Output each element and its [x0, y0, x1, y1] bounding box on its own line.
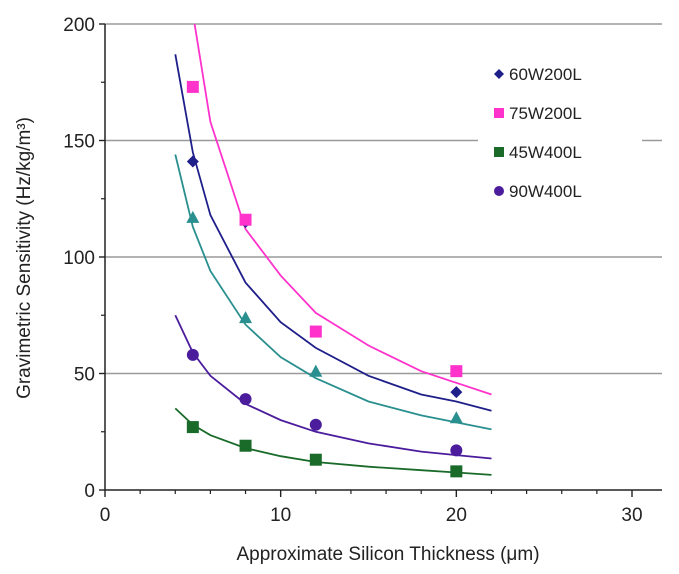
x-axis-title: Approximate Silicon Thickness (μm): [236, 544, 539, 565]
fit-curve-75W200L: [193, 23, 492, 396]
data-point-45W400L: [309, 453, 322, 466]
data-point-45W400L: [450, 465, 463, 478]
fit-curve-45W400L: [174, 407, 492, 476]
legend-label-90W400L: 90W400L: [509, 182, 582, 201]
data-point-series-4: [186, 210, 200, 223]
fit-curve-90W400L: [174, 314, 492, 460]
legend-marker-90W400L: [494, 186, 504, 196]
data-point-90W400L: [450, 444, 463, 457]
data-point-60W200L: [186, 155, 199, 168]
data-points: [186, 80, 463, 478]
y-tick-label-0: 0: [84, 481, 95, 502]
legend-marker-45W400L: [494, 147, 504, 157]
legend-label-75W200L: 75W200L: [509, 104, 582, 123]
legend-marker-60W200L: [494, 69, 504, 79]
x-tick-label-0: 0: [100, 505, 111, 526]
data-point-series-4: [449, 411, 463, 424]
data-point-45W400L: [186, 421, 199, 434]
grid-lines: [105, 23, 662, 375]
data-point-75W200L: [450, 365, 463, 378]
fit-curve-series-4: [174, 154, 492, 431]
data-point-60W200L: [450, 386, 463, 399]
data-point-series-4: [239, 311, 253, 324]
legend-marker-75W200L: [494, 108, 504, 118]
legend-label-60W200L: 60W200L: [509, 65, 582, 84]
legend-bg: [478, 60, 642, 88]
x-tick-label-30: 30: [621, 505, 642, 526]
data-point-75W200L: [309, 325, 322, 338]
fit-curves: [174, 23, 492, 476]
data-point-90W400L: [186, 348, 199, 361]
y-tick-label-50: 50: [74, 365, 95, 386]
y-tick-label-150: 150: [63, 132, 95, 153]
y-tick-label-200: 200: [63, 15, 95, 36]
data-point-75W200L: [186, 80, 199, 93]
legend-label-45W400L: 45W400L: [509, 143, 582, 162]
x-tick-label-20: 20: [446, 505, 467, 526]
fit-curve-60W200L: [174, 54, 492, 412]
data-point-90W400L: [239, 393, 252, 406]
legend: 60W200L 75W200L 45W400L 90W400L: [478, 60, 642, 205]
y-tick-label-100: 100: [63, 248, 95, 269]
data-point-75W200L: [239, 213, 252, 226]
tick-labels: 0 50 100 150 200 0 10 20 30: [63, 15, 642, 526]
data-point-45W400L: [239, 439, 252, 452]
data-point-90W400L: [309, 418, 322, 431]
axes: [99, 23, 662, 497]
legend-bg: [478, 177, 642, 205]
legend-bg: [478, 99, 642, 127]
legend-bg: [478, 138, 642, 166]
y-axis-title: Gravimetric Sensitivity (Hz/kg/m³): [14, 117, 35, 399]
data-point-series-4: [309, 364, 323, 377]
x-tick-label-10: 10: [270, 505, 291, 526]
